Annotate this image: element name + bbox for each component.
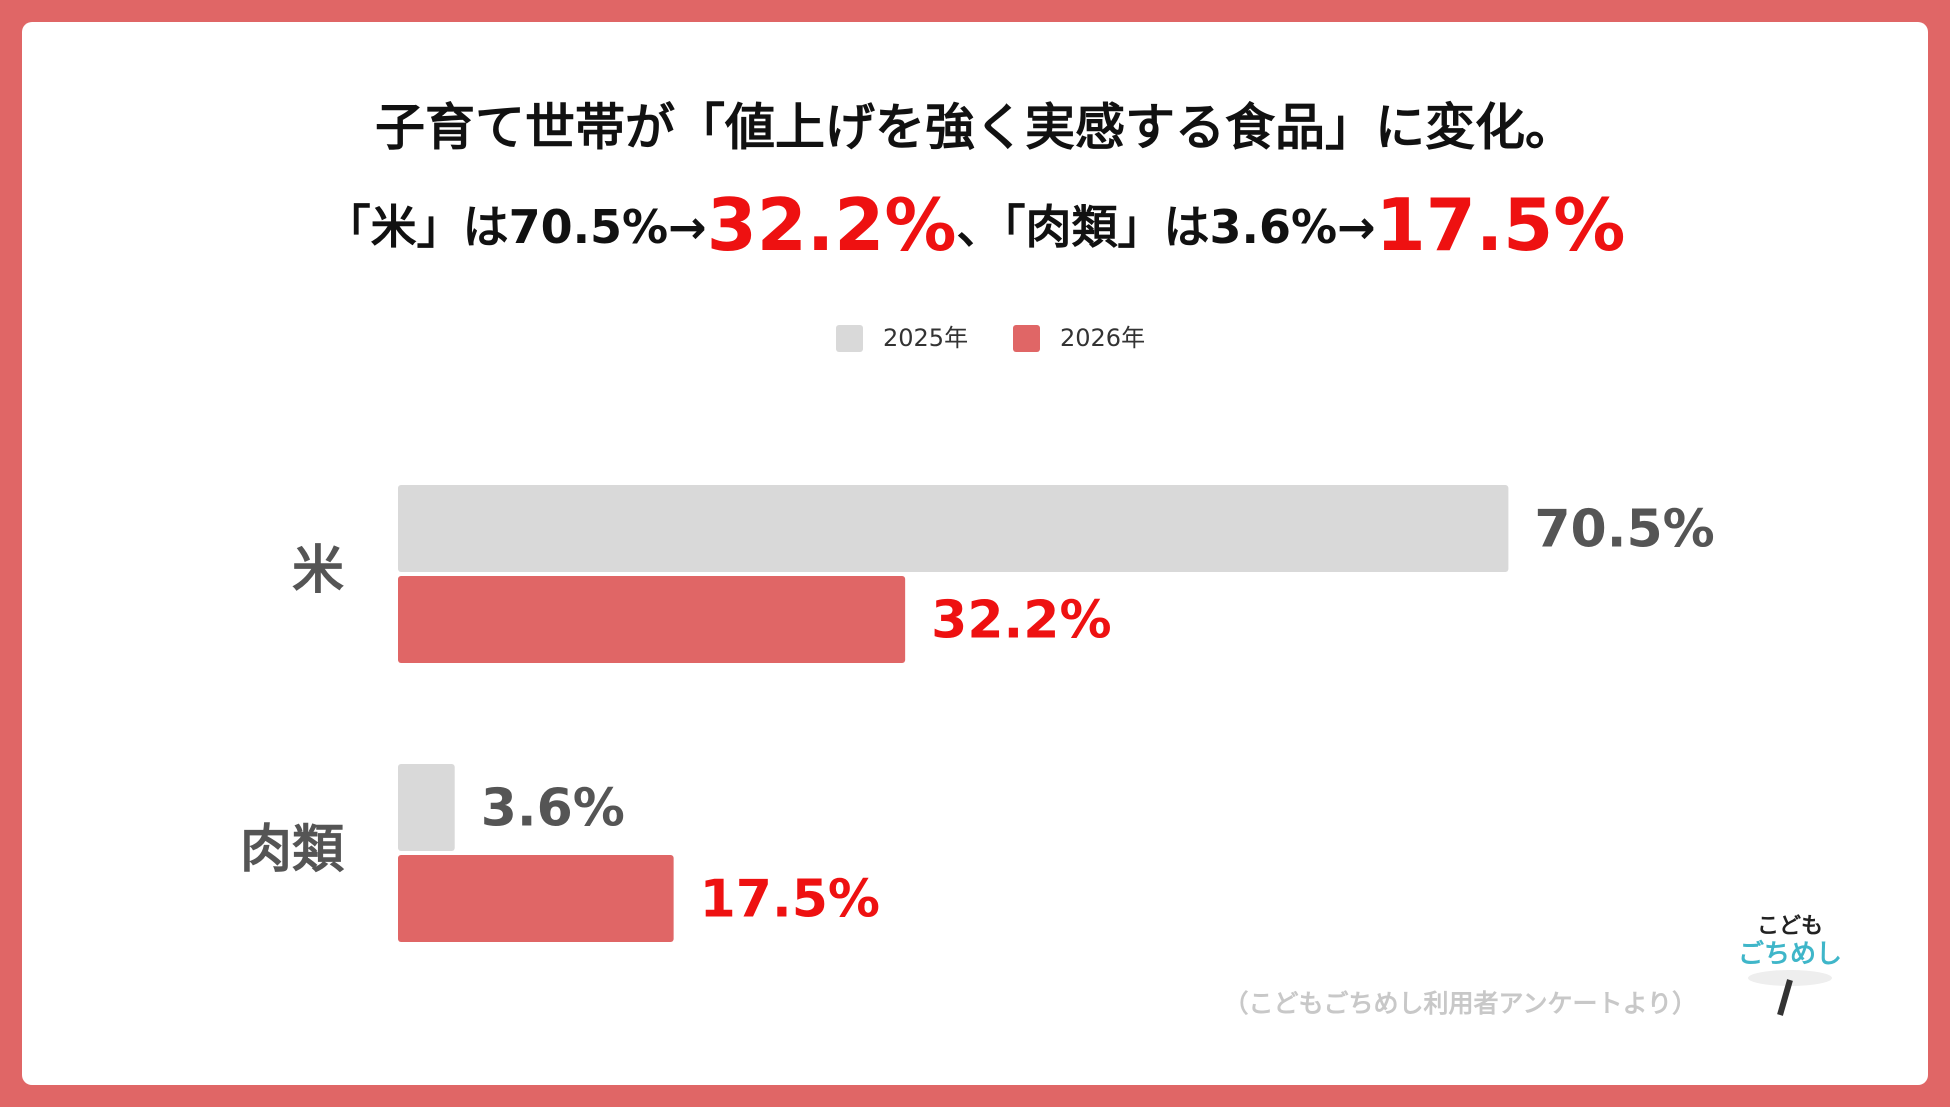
subtitle-emphasis: 32.2% [707,183,957,267]
subtitle-part: 「米」は70.5%→ [325,200,707,254]
bar [398,485,1509,572]
subtitle-part: 、「肉類」は3.6%→ [957,200,1376,254]
legend-swatch [1013,325,1040,352]
subtitle-emphasis: 17.5% [1376,183,1626,267]
value-label: 3.6% [481,779,625,839]
source-note: （こどもごちめし利用者アンケートより） [1223,989,1697,1018]
logo: こども ごちめし [1738,914,1842,1016]
value-label: 32.2% [931,591,1111,651]
bar [398,855,674,942]
legend-label: 2026年 [1060,324,1145,352]
chart-subtitle: 「米」は70.5%→32.2%、「肉類」は3.6%→17.5% [325,183,1626,267]
chart-title: 子育て世帯が「値上げを強く実感する食品」に変化。 [375,99,1575,157]
value-label: 70.5% [1534,500,1714,560]
logo-text: ごちめし [1738,939,1842,970]
value-label: 17.5% [700,870,880,930]
legend-label: 2025年 [883,324,968,352]
logo-stem [1777,979,1793,1016]
logo-text: こども [1757,914,1823,939]
category-label: 米 [292,541,344,601]
category-label: 肉類 [240,820,345,880]
legend-swatch [836,325,863,352]
bar [398,576,906,663]
logo-plate [1748,970,1832,986]
bar [398,764,455,851]
